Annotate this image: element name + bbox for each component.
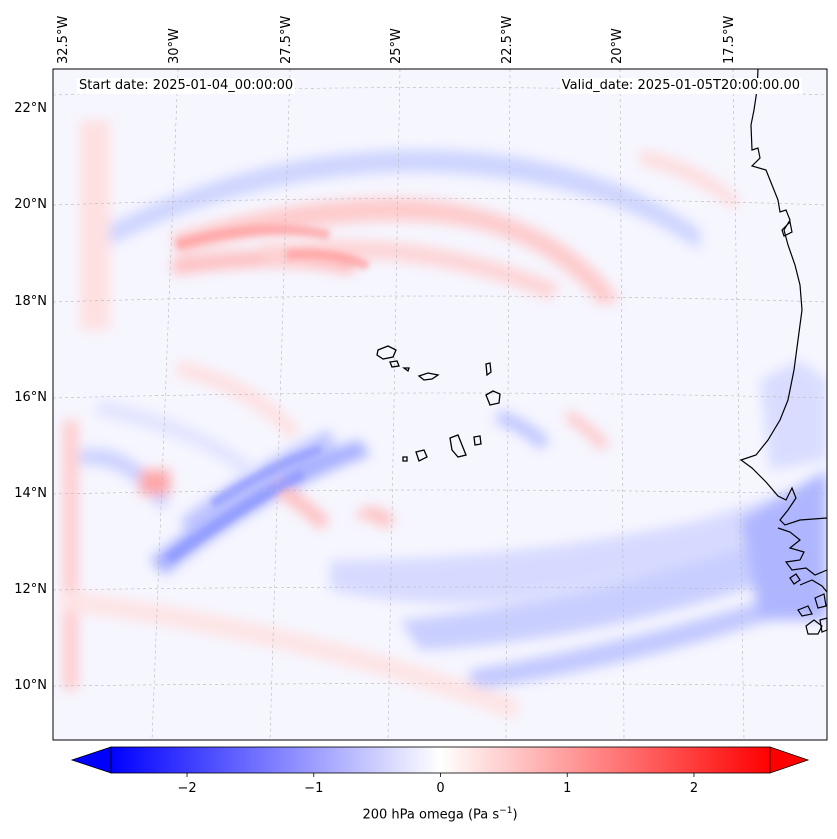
- island-boa-vista: [485, 390, 501, 406]
- colorbar-label: 200 hPa omega (Pa s−1): [0, 806, 837, 822]
- colorbar-label-close: ): [512, 807, 518, 823]
- latitude-labels: 22°N 20°N 18°N 16°N 14°N 12°N 10°N: [14, 101, 47, 693]
- colorbar-tick-label: −1: [304, 781, 323, 796]
- start-date-label: Start date: 2025-01-04_00:00:00: [77, 78, 296, 94]
- lon-label: 22.5°W: [500, 16, 515, 64]
- island-sal: [485, 362, 492, 377]
- island-brava: [402, 456, 408, 462]
- island-maio: [473, 435, 482, 446]
- island-santo-antao: [376, 345, 397, 360]
- lat-label: 18°N: [14, 294, 47, 309]
- colorbar-bar: [110, 746, 771, 774]
- colorbar-tick-label: −2: [177, 781, 196, 796]
- colorbar-tick-label: 1: [563, 781, 571, 796]
- lat-label: 14°N: [14, 486, 47, 501]
- colorbar-extend-low: [70, 746, 112, 774]
- colorbar: −2 −1 0 1 2: [70, 746, 810, 796]
- lon-label: 17.5°W: [722, 16, 737, 64]
- island-sao-vicente: [389, 360, 400, 368]
- island-santa-luzia: [402, 367, 410, 373]
- colorbar-tick-label: 2: [690, 781, 698, 796]
- colorbar-label-text: 200 hPa omega (Pa s: [362, 807, 500, 823]
- lat-label: 12°N: [14, 582, 47, 597]
- lon-label: 30°W: [167, 28, 182, 64]
- african-coastline: [739, 68, 828, 635]
- lat-label: 16°N: [14, 390, 47, 405]
- map-panel: [52, 68, 828, 741]
- lon-label: 32.5°W: [56, 16, 71, 64]
- lat-label: 20°N: [14, 197, 47, 212]
- colorbar-tick-label: 0: [436, 781, 444, 796]
- valid-date-label: Valid_date: 2025-01-05T20:00:00.00: [559, 78, 802, 94]
- island-santiago: [449, 434, 467, 458]
- longitude-labels: 32.5°W 30°W 27.5°W 25°W 22.5°W 20°W 17.5…: [56, 16, 737, 64]
- lon-label: 20°W: [610, 28, 625, 64]
- lon-label: 25°W: [389, 28, 404, 64]
- island-sao-nicolau: [417, 372, 440, 381]
- cape-verde-islands: [376, 345, 501, 462]
- island-fogo: [415, 449, 428, 462]
- colorbar-ticks: −2 −1 0 1 2: [177, 773, 698, 796]
- colorbar-label-exponent: −1: [499, 806, 513, 816]
- colorbar-extend-high: [769, 746, 810, 774]
- lat-label: 22°N: [14, 101, 47, 116]
- lat-label: 10°N: [14, 678, 47, 693]
- map-frame: [52, 68, 828, 741]
- lon-label: 27.5°W: [279, 16, 294, 64]
